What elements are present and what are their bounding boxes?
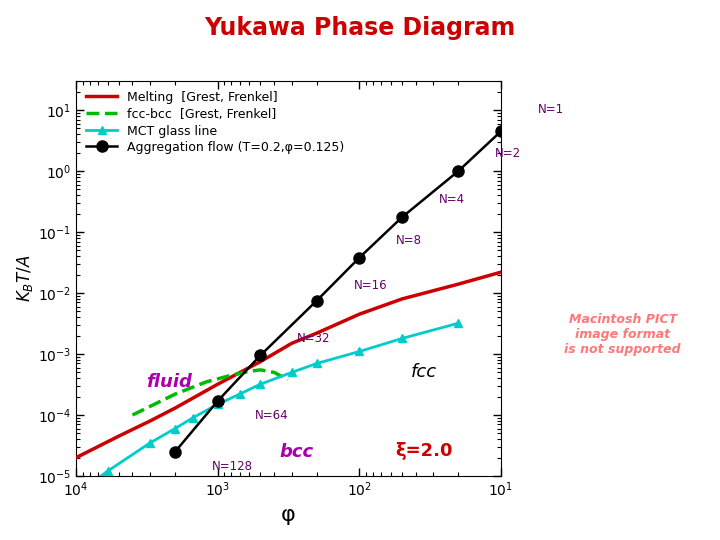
MCT glass line bbox=[213, 401, 222, 408]
Text: N=128: N=128 bbox=[212, 460, 253, 473]
Melting  [Grest, Frenkel] bbox=[312, 330, 321, 336]
Text: fcc: fcc bbox=[411, 363, 437, 381]
MCT glass line bbox=[287, 369, 296, 376]
fcc-bcc  [Grest, Frenkel] bbox=[270, 369, 279, 376]
X-axis label: φ: φ bbox=[282, 505, 296, 525]
fcc-bcc  [Grest, Frenkel] bbox=[202, 379, 211, 385]
fcc-bcc  [Grest, Frenkel] bbox=[284, 376, 292, 383]
fcc-bcc  [Grest, Frenkel] bbox=[128, 412, 137, 418]
Melting  [Grest, Frenkel] bbox=[397, 296, 406, 302]
MCT glass line bbox=[72, 491, 81, 497]
fcc-bcc  [Grest, Frenkel] bbox=[245, 368, 253, 375]
Melting  [Grest, Frenkel] bbox=[146, 417, 155, 424]
Aggregation flow (T=0.2,φ=0.125) bbox=[497, 128, 505, 134]
Text: bcc: bcc bbox=[279, 443, 313, 461]
Melting  [Grest, Frenkel] bbox=[355, 311, 364, 318]
Text: N=8: N=8 bbox=[396, 234, 422, 247]
Melting  [Grest, Frenkel] bbox=[213, 381, 222, 387]
Line: Aggregation flow (T=0.2,φ=0.125): Aggregation flow (T=0.2,φ=0.125) bbox=[170, 126, 507, 457]
Melting  [Grest, Frenkel] bbox=[171, 405, 179, 411]
MCT glass line bbox=[146, 440, 155, 446]
Text: N=4: N=4 bbox=[438, 193, 465, 206]
Text: Macintosh PICT
image format
is not supported: Macintosh PICT image format is not suppo… bbox=[564, 313, 681, 356]
MCT glass line bbox=[171, 426, 179, 432]
Aggregation flow (T=0.2,φ=0.125) bbox=[355, 254, 364, 261]
MCT glass line bbox=[256, 381, 265, 387]
Text: N=1: N=1 bbox=[538, 103, 564, 116]
Melting  [Grest, Frenkel] bbox=[287, 340, 296, 347]
fcc-bcc  [Grest, Frenkel] bbox=[227, 372, 235, 379]
Melting  [Grest, Frenkel] bbox=[72, 454, 81, 461]
MCT glass line bbox=[312, 360, 321, 367]
Text: N=2: N=2 bbox=[495, 147, 521, 160]
MCT glass line bbox=[235, 391, 244, 397]
MCT glass line bbox=[103, 468, 112, 475]
Aggregation flow (T=0.2,φ=0.125) bbox=[171, 449, 179, 455]
Text: ξ=2.0: ξ=2.0 bbox=[395, 442, 452, 461]
Aggregation flow (T=0.2,φ=0.125) bbox=[256, 352, 265, 359]
Text: N=16: N=16 bbox=[354, 279, 387, 292]
Aggregation flow (T=0.2,φ=0.125) bbox=[312, 298, 321, 304]
Line: MCT glass line: MCT glass line bbox=[72, 319, 462, 498]
Text: fluid: fluid bbox=[146, 373, 192, 391]
fcc-bcc  [Grest, Frenkel] bbox=[171, 391, 179, 397]
Text: N=64: N=64 bbox=[254, 409, 288, 422]
Melting  [Grest, Frenkel] bbox=[114, 433, 123, 440]
Legend: Melting  [Grest, Frenkel], fcc-bcc  [Grest, Frenkel], MCT glass line, Aggregatio: Melting [Grest, Frenkel], fcc-bcc [Grest… bbox=[82, 87, 348, 158]
Line: fcc-bcc  [Grest, Frenkel]: fcc-bcc [Grest, Frenkel] bbox=[132, 370, 288, 415]
Aggregation flow (T=0.2,φ=0.125) bbox=[397, 214, 406, 220]
Aggregation flow (T=0.2,φ=0.125) bbox=[213, 397, 222, 404]
MCT glass line bbox=[397, 335, 406, 342]
MCT glass line bbox=[189, 415, 197, 421]
MCT glass line bbox=[355, 348, 364, 355]
Line: Melting  [Grest, Frenkel]: Melting [Grest, Frenkel] bbox=[76, 272, 501, 457]
Text: N=32: N=32 bbox=[297, 332, 330, 345]
MCT glass line bbox=[454, 320, 463, 327]
Text: Yukawa Phase Diagram: Yukawa Phase Diagram bbox=[204, 16, 516, 40]
fcc-bcc  [Grest, Frenkel] bbox=[256, 367, 265, 373]
Melting  [Grest, Frenkel] bbox=[497, 269, 505, 275]
Y-axis label: $K_B T/A$: $K_B T/A$ bbox=[15, 255, 35, 302]
Melting  [Grest, Frenkel] bbox=[454, 281, 463, 287]
Aggregation flow (T=0.2,φ=0.125) bbox=[454, 168, 463, 174]
Melting  [Grest, Frenkel] bbox=[256, 359, 265, 365]
